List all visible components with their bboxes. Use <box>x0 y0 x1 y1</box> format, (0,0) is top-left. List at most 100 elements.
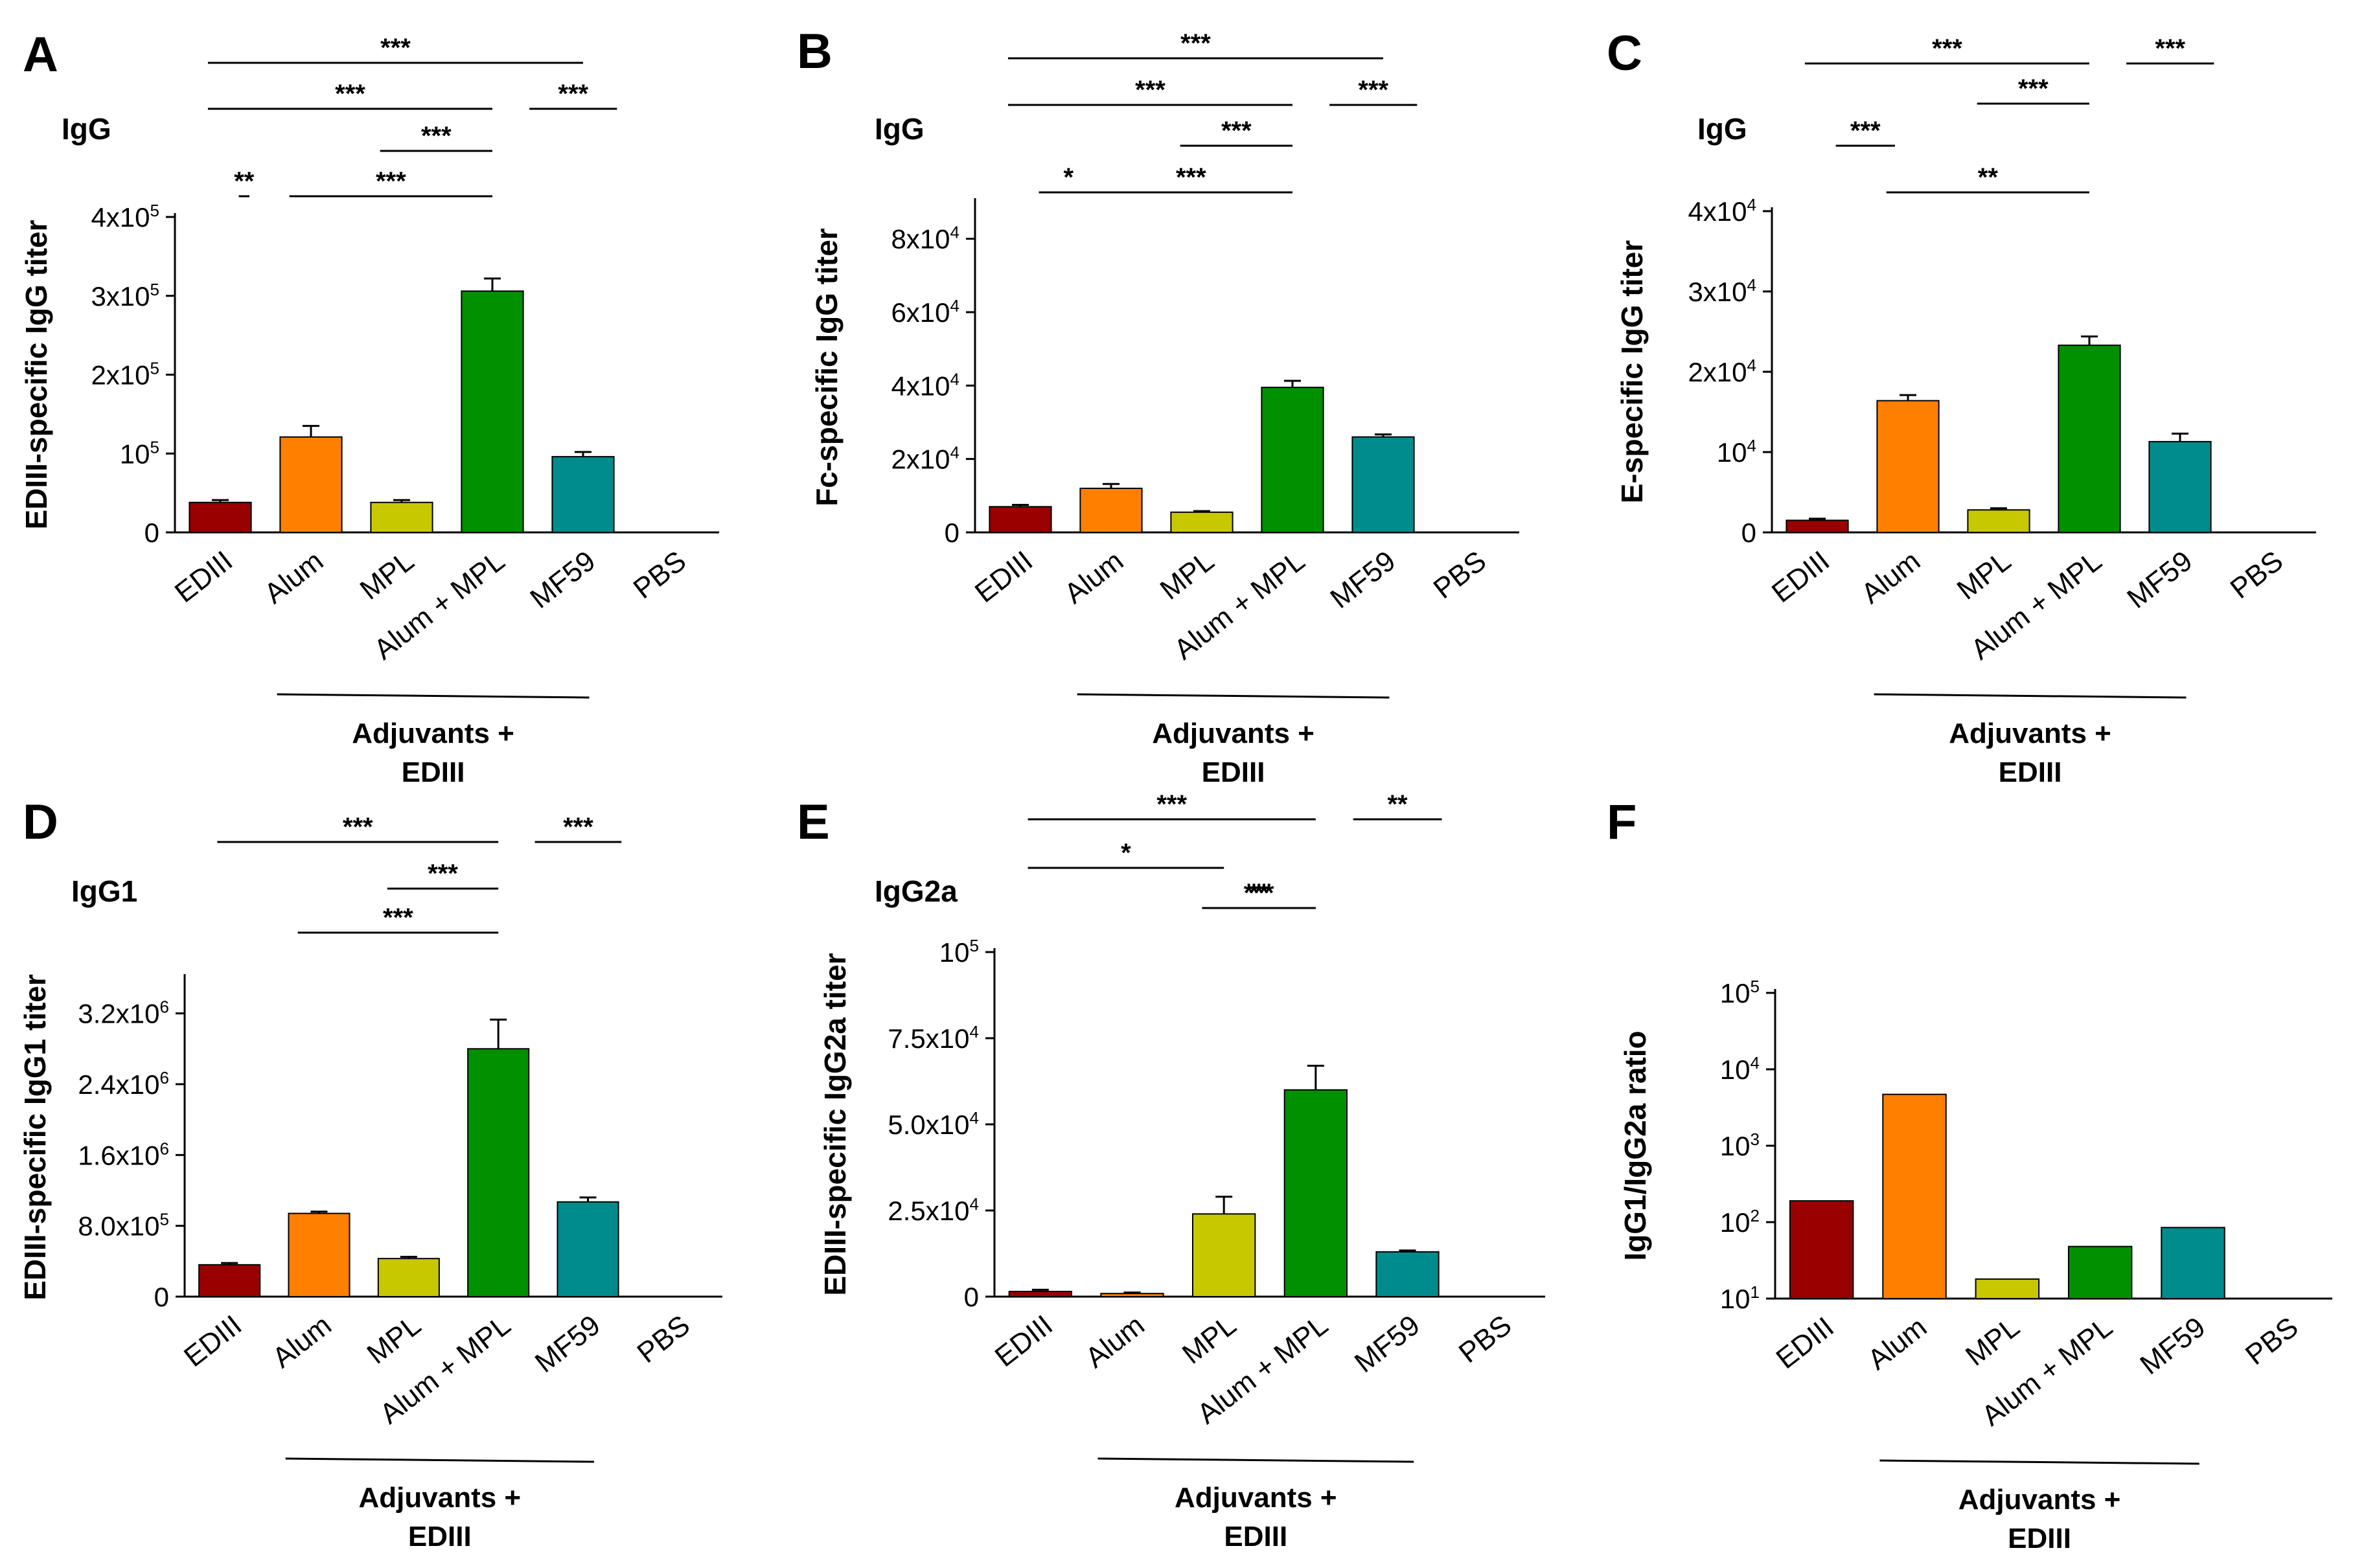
y-tick-label: 5.0x104 <box>888 1108 979 1140</box>
y-tick-label-base: 10 <box>120 438 150 469</box>
group-bracket-line <box>1077 693 1390 699</box>
bar-alum <box>279 436 343 533</box>
significance-label: *** <box>1221 117 1252 145</box>
y-tick-label: 0 <box>945 517 959 548</box>
x-tick-label-alum: Alum <box>1079 1309 1150 1374</box>
y-tick-label: 6x104 <box>891 296 959 328</box>
panel-title: IgG <box>875 112 924 146</box>
bar-alum-mpl <box>467 1048 530 1298</box>
y-tick-label-base: 1.6x10 <box>78 1140 159 1170</box>
y-tick-label-exp: 2 <box>1751 1206 1760 1225</box>
x-tick-label-ediii: EDIII <box>1766 545 1835 609</box>
bar-ediii <box>1008 1291 1072 1298</box>
y-tick-label-exp: 5 <box>150 359 159 378</box>
y-tick-label-base: 6x10 <box>891 297 950 328</box>
y-axis-label: EDIII-specific IgG1 titer <box>18 974 52 1301</box>
significance-label: ** <box>1249 879 1270 907</box>
bar-mpl <box>377 1258 440 1297</box>
bar-ediii <box>198 1264 261 1298</box>
group-bracket-line <box>285 1457 594 1463</box>
y-tick-label: 104 <box>1720 1053 1760 1085</box>
bar-mf59 <box>557 1201 619 1298</box>
bar-mf59 <box>2161 1227 2225 1300</box>
x-tick-label-mpl: MPL <box>1177 1309 1242 1370</box>
bar-ediii <box>1786 519 1849 534</box>
x-tick-label-ediii: EDIII <box>989 1309 1059 1373</box>
bar-alum-mpl <box>461 290 524 533</box>
y-tick-label: 8.0x105 <box>78 1210 169 1242</box>
x-tick-label-ediii: EDIII <box>969 545 1039 609</box>
bar-mf59 <box>551 456 615 533</box>
y-tick-label: 105 <box>939 936 979 968</box>
significance-label: *** <box>558 80 588 108</box>
x-tick-label-mpl: MPL <box>1951 545 2017 606</box>
panel-letter-a: A <box>23 27 58 82</box>
bar-ediii <box>989 506 1052 533</box>
y-tick-label: 0 <box>154 1282 169 1312</box>
y-tick-label: 0 <box>964 1282 979 1312</box>
y-tick-label-base: 0 <box>154 1282 169 1312</box>
y-tick-label-base: 2x10 <box>1688 357 1747 387</box>
significance-label: *** <box>1176 163 1206 192</box>
significance-label: ** <box>234 167 255 196</box>
y-tick-label-base: 4x10 <box>91 202 150 233</box>
group-label-line1: Adjuvants + <box>352 718 514 749</box>
y-tick-label-exp: 4 <box>950 223 959 242</box>
y-tick-label: 7.5x104 <box>888 1022 979 1054</box>
bar-mpl <box>1170 511 1234 533</box>
significance-label: *** <box>1358 76 1388 104</box>
group-bracket-line <box>1874 693 2187 699</box>
y-tick-label-base: 4x10 <box>1688 196 1747 227</box>
y-tick-label-base: 5.0x10 <box>888 1109 969 1140</box>
y-tick-label-base: 3x10 <box>1688 277 1747 307</box>
x-tick-label-alum: Alum <box>1862 1311 1933 1376</box>
x-tick-label-pbs: PBS <box>2240 1311 2304 1371</box>
x-tick-label-mf59: MF59 <box>529 1309 606 1379</box>
panel-title: IgG <box>62 112 111 146</box>
y-tick-label-exp: 6 <box>160 997 169 1017</box>
y-axis-label: EDIII-specific IgG2a titer <box>818 953 852 1295</box>
group-label-line2: EDIII <box>402 756 465 788</box>
y-tick-label-base: 0 <box>144 517 159 548</box>
bar-alum-mpl <box>1283 1089 1348 1298</box>
y-tick-label-base: 3x10 <box>91 281 150 312</box>
bar-alum-mpl <box>2067 1245 2133 1299</box>
panel-title: IgG1 <box>71 874 137 908</box>
y-tick-label-exp: 4 <box>970 1022 979 1041</box>
bar-alum-mpl <box>2058 345 2121 534</box>
y-tick-label: 105 <box>1720 977 1760 1008</box>
y-tick-label-exp: 6 <box>160 1139 169 1158</box>
bar-mpl <box>370 501 433 533</box>
y-tick-label-base: 10 <box>1720 978 1751 1008</box>
x-tick-label-mf59: MF59 <box>1349 1309 1426 1379</box>
x-tick-label-mpl: MPL <box>354 545 420 606</box>
y-tick-label-base: 8x10 <box>891 224 950 255</box>
significance-label: *** <box>376 167 406 196</box>
x-tick-label-alum: Alum <box>266 1309 337 1374</box>
x-tick-label-alum: Alum <box>258 545 329 609</box>
group-bracket-line <box>1879 1459 2199 1465</box>
x-tick-label-ediii: EDIII <box>1771 1311 1840 1375</box>
bar-ediii <box>1789 1200 1854 1299</box>
significance-label: *** <box>1932 34 1962 63</box>
x-tick-label-mf59: MF59 <box>2121 545 2198 615</box>
y-tick-label-exp: 4 <box>950 443 959 462</box>
bar-alum-mpl <box>1261 387 1324 534</box>
y-tick-label: 2.5x104 <box>888 1194 979 1226</box>
bar-mf59 <box>1351 436 1415 534</box>
group-label-line2: EDIII <box>408 1521 472 1552</box>
y-tick-label-exp: 4 <box>970 1194 979 1214</box>
group-label-line2: EDIII <box>1202 756 1265 788</box>
y-tick-label-exp: 4 <box>950 369 959 389</box>
group-label-line2: EDIII <box>1999 756 2062 788</box>
y-tick-label-base: 10 <box>1720 1131 1751 1161</box>
y-tick-label-base: 7.5x10 <box>888 1023 969 1054</box>
y-tick-label-base: 4x10 <box>891 370 950 401</box>
significance-label: * <box>1121 839 1131 867</box>
bar-mf59 <box>2148 440 2212 533</box>
x-tick-label-ediii: EDIII <box>178 1309 247 1373</box>
y-tick-label-exp: 1 <box>1751 1282 1760 1302</box>
y-tick-label-exp: 4 <box>1747 275 1756 295</box>
